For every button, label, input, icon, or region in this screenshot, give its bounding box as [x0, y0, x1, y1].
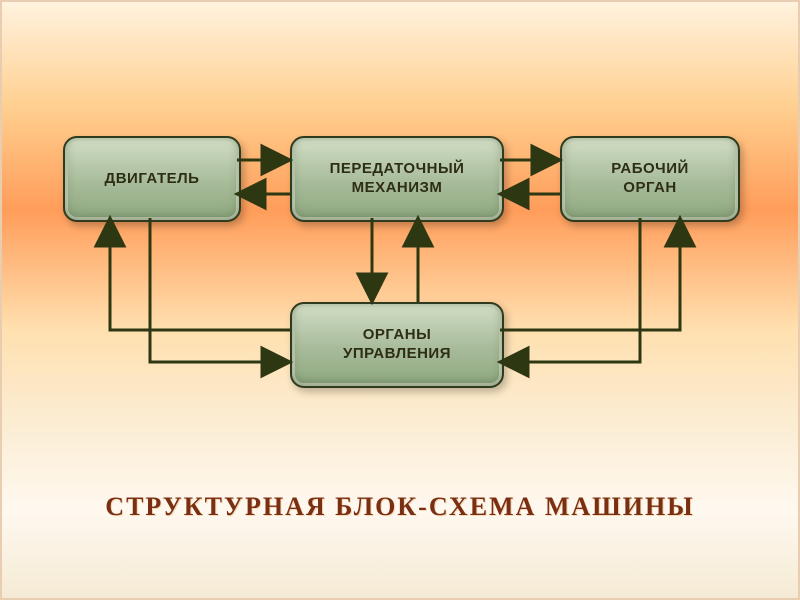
node-label: ПЕРЕДАТОЧНЫЙ МЕХАНИЗМ — [330, 160, 465, 198]
node-controls: ОРГАНЫ УПРАВЛЕНИЯ — [290, 302, 504, 388]
node-working-unit: РАБОЧИЙ ОРГАН — [560, 136, 740, 222]
diagram-title: СТРУКТУРНАЯ БЛОК-СХЕМА МАШИНЫ — [0, 492, 800, 522]
node-label: РАБОЧИЙ ОРГАН — [611, 160, 689, 198]
slide: ДВИГАТЕЛЬ ПЕРЕДАТОЧНЫЙ МЕХАНИЗМ РАБОЧИЙ … — [0, 0, 800, 600]
node-engine: ДВИГАТЕЛЬ — [63, 136, 241, 222]
node-label: ДВИГАТЕЛЬ — [105, 170, 200, 189]
node-label: ОРГАНЫ УПРАВЛЕНИЯ — [343, 326, 451, 364]
node-transmission: ПЕРЕДАТОЧНЫЙ МЕХАНИЗМ — [290, 136, 504, 222]
